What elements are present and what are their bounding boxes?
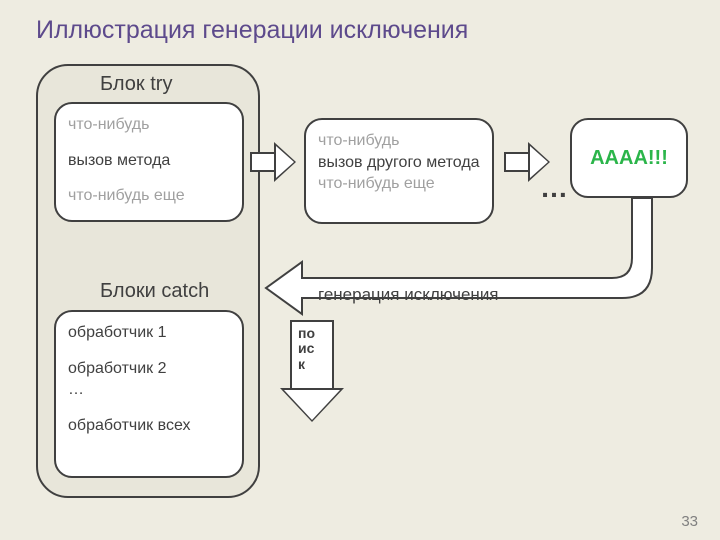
catch-box: обработчик 1 обработчик 2 … обработчик в… [54, 310, 244, 478]
catch-line4: обработчик всех [68, 415, 230, 437]
exception-box: АААА!!! [570, 118, 688, 198]
try-line2: вызов метода [68, 150, 230, 172]
slide-title: Иллюстрация генерации исключения [36, 16, 468, 45]
catch-line1: обработчик 1 [68, 322, 230, 344]
catch-line3: … [68, 379, 230, 401]
arrow-try-to-method [250, 142, 300, 182]
try-line1: что-нибудь [68, 114, 230, 136]
try-label: Блок try [100, 73, 172, 96]
exception-text: АААА!!! [590, 145, 668, 172]
page-number: 33 [681, 513, 698, 530]
arrow-search-down: по ис к [280, 320, 344, 428]
catch-label: Блоки catch [100, 280, 209, 303]
catch-line2: обработчик 2 [68, 358, 230, 380]
try-line3: что-нибудь еще [68, 185, 230, 207]
try-box: что-нибудь вызов метода что-нибудь еще [54, 102, 244, 222]
exception-gen-label: генерация исключения [318, 285, 499, 305]
method-line1: что-нибудь [318, 130, 480, 152]
method-box: что-нибудь вызов другого метода что-нибу… [304, 118, 494, 224]
search-label: по ис к [298, 326, 326, 372]
method-line2: вызов другого метода [318, 152, 480, 174]
method-line3: что-нибудь еще [318, 173, 480, 195]
ellipsis-icon: … [540, 172, 570, 204]
